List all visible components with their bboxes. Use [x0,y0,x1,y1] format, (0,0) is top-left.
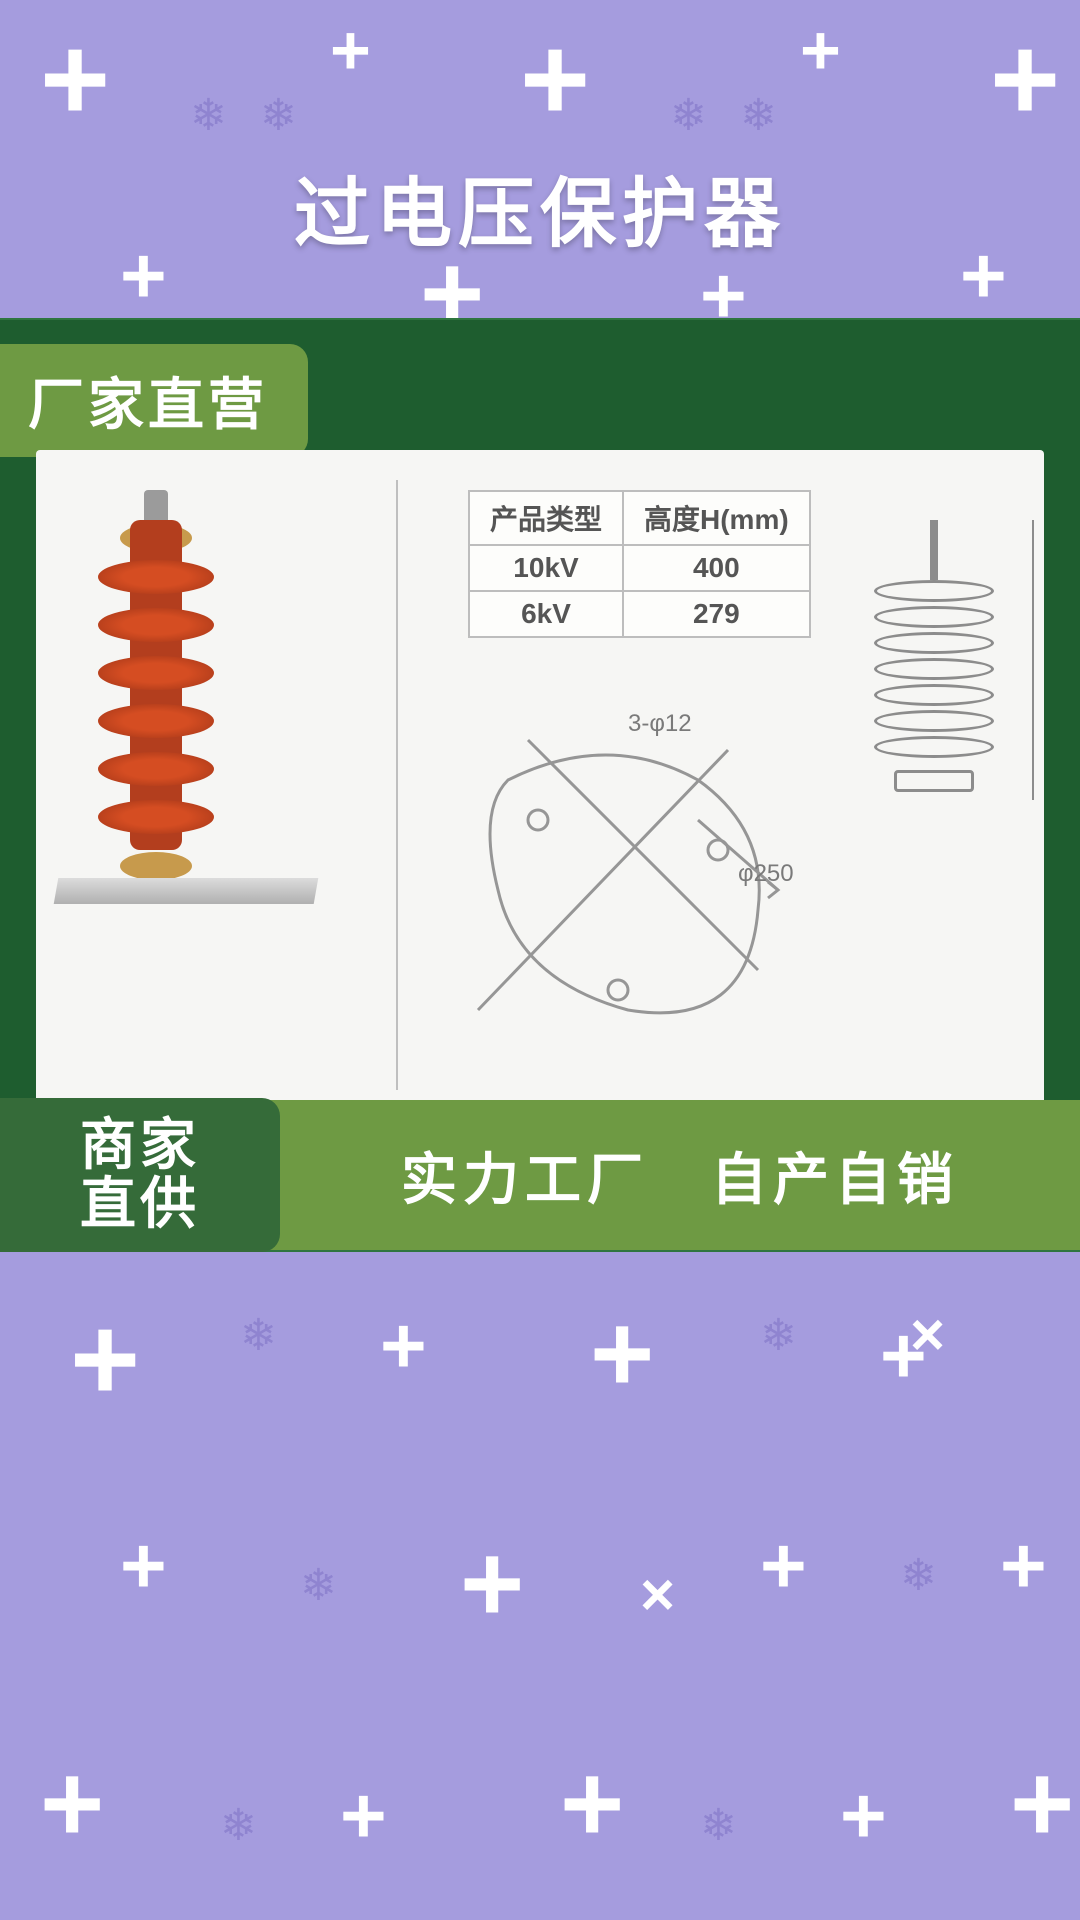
bg-plus-icon: + [840,1770,887,1862]
bg-cross-icon: × [640,1560,675,1629]
bg-plus-icon: + [1010,1740,1074,1867]
bg-plus-icon: + [330,10,371,90]
bg-plus-icon: + [880,1310,927,1402]
spec-table: 产品类型高度H(mm)10kV4006kV279 [468,490,811,638]
bg-plus-icon: + [960,230,1007,322]
table-row: 10kV400 [469,545,810,591]
bottom-tagline: 实力工厂 自产自销 [280,1135,1080,1216]
bg-plus-icon: + [560,1740,624,1867]
page-title: 过电压保护器 [294,152,786,262]
bg-snowflake-icon: ❄ [300,1560,337,1611]
bg-snowflake-icon: ❄ [740,90,777,141]
bg-plus-icon: + [380,1300,427,1392]
arrester-graphic [76,490,236,930]
bg-plus-icon: + [340,1770,387,1862]
hole-spec-label: 3-φ12 [628,710,692,738]
bg-plus-icon: + [590,1290,654,1417]
bg-snowflake-icon: ❄ [190,90,227,141]
product-panel: 产品类型高度H(mm)10kV4006kV279 [36,450,1044,1120]
mounting-plate-diagram: 3-φ12 φ250 [448,710,808,1040]
bg-plus-icon: + [40,10,110,148]
bg-snowflake-icon: ❄ [670,90,707,141]
bg-snowflake-icon: ❄ [700,1800,737,1851]
badge-bottom-line2: 直供 [80,1172,200,1235]
bg-snowflake-icon: ❄ [760,1310,797,1361]
bg-plus-icon: + [800,10,841,90]
diameter-label: φ250 [738,860,794,888]
bg-plus-icon: + [120,1520,167,1612]
bg-plus-icon: + [460,1520,524,1647]
bg-plus-icon: + [520,10,590,148]
product-spec-region: 产品类型高度H(mm)10kV4006kV279 [398,450,1044,1120]
bg-snowflake-icon: ❄ [260,90,297,141]
bg-snowflake-icon: ❄ [240,1310,277,1361]
product-photo-region [36,450,396,1120]
bg-plus-icon: + [40,1740,104,1867]
bg-plus-icon: + [120,230,167,322]
badge-bottom-line1: 商家 [80,1113,200,1176]
bg-plus-icon: + [1000,1520,1047,1612]
arrester-outline-diagram [844,520,1024,880]
spec-col-header: 产品类型 [469,491,623,545]
bg-snowflake-icon: ❄ [220,1800,257,1851]
spec-col-header: 高度H(mm) [623,491,810,545]
card-bottom-strip: 商家 直供 实力工厂 自产自销 [0,1100,1080,1250]
bg-plus-icon: + [70,1290,140,1428]
bg-snowflake-icon: ❄ [900,1550,937,1601]
badge-merchant-supply: 商家 直供 [0,1098,280,1252]
table-row: 6kV279 [469,591,810,637]
bg-plus-icon: + [760,1520,807,1612]
bg-cross-icon: × [910,1300,945,1369]
product-card: 厂家直营 产品类型高度H(mm)10kV4006kV279 [0,318,1080,1252]
badge-factory-direct: 厂家直营 [0,344,308,457]
bg-plus-icon: + [990,10,1060,148]
